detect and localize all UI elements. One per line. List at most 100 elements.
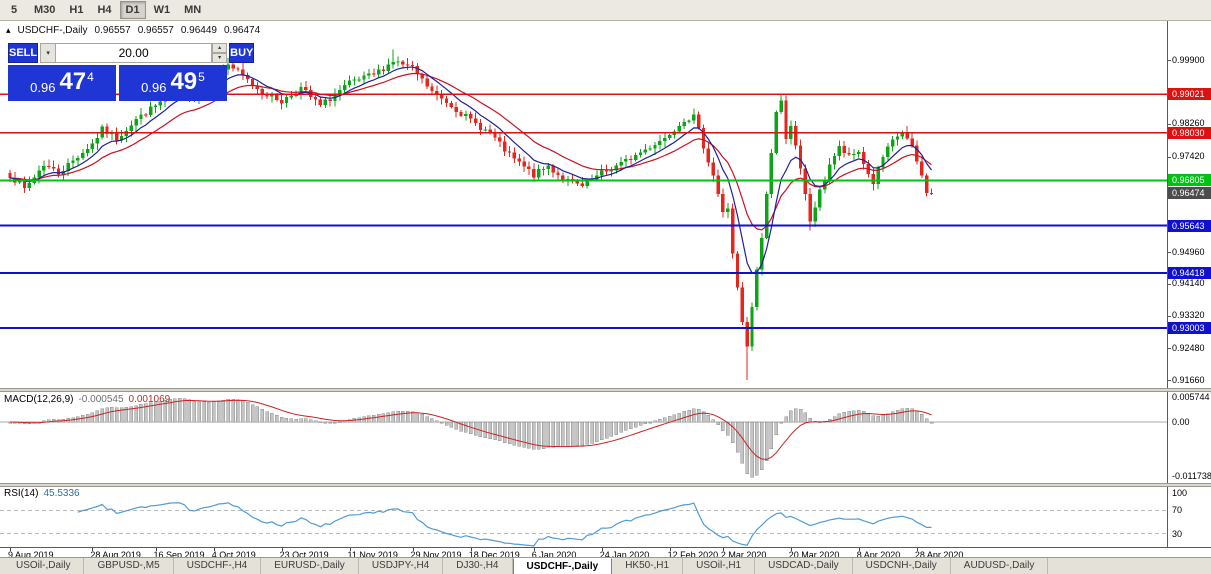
chart-tab-usoil-daily[interactable]: USOil-,Daily [3,558,85,574]
chart-ohlc-header: ▴ USDCHF-,Daily 0.96557 0.96557 0.96449 … [6,25,260,36]
macd-main-value: -0.000545 [78,394,124,405]
rsi-axis-label: 70 [1172,505,1183,516]
rsi-label: RSI(14) 45.5336 [4,488,80,499]
price-axis-tick [1168,123,1171,125]
timeframe-button-5[interactable]: 5 [2,1,26,19]
date-axis-tick [601,548,603,551]
chart-tab-hk50-h1[interactable]: HK50-,H1 [612,558,684,574]
rsi-value: 45.5336 [43,488,80,499]
chart-tab-usdchf-daily[interactable]: USDCHF-,Daily [512,558,613,574]
price-axis-label: 0.93320 [1172,310,1205,321]
date-axis-label: 9 Aug 2019 [8,550,54,560]
buy-price-pip: 5 [198,70,205,84]
time-axis[interactable]: 9 Aug 2019 28 Aug 2019 16 Sep 2019 4 Oct 20… [0,547,1211,560]
price-level-badge: 0.99021 [1168,88,1211,101]
timeframe-button-h1[interactable]: H1 [63,1,89,19]
timeframe-button-mn[interactable]: MN [178,1,207,19]
chart-tab-gbpusd-m5[interactable]: GBPUSD-,M5 [84,558,174,574]
dropdown-arrow-icon: ▾ [46,50,50,57]
buy-price-big: 49 [170,68,198,95]
price-axis-tick [1168,348,1171,350]
collapse-panel-icon[interactable]: ▴ [6,25,11,35]
ohlc-high: 0.96557 [137,25,174,36]
volume-input[interactable] [56,43,213,63]
timeframe-button-m30[interactable]: M30 [28,1,61,19]
buy-button[interactable]: BUY [229,43,255,63]
timeframe-button-d1[interactable]: D1 [119,1,146,19]
macd-signal-value: 0.001069 [128,394,171,405]
date-axis-label: 28 Apr 2020 [914,550,964,560]
volume-increase-button[interactable]: ▴ [212,43,228,53]
price-axis-tick [1168,60,1171,62]
price-axis-tick [1168,380,1171,382]
price-axis-label: 0.97420 [1172,151,1205,161]
panel-separator-rsi[interactable] [0,483,1211,487]
macd-name: MACD(12,26,9) [4,394,74,405]
chart-tab-eurusd-daily[interactable]: EURUSD-,Daily [261,558,359,574]
date-axis-tick [281,548,283,551]
sell-button[interactable]: SELL [8,43,39,63]
ohlc-low: 0.96449 [180,25,217,36]
chart-tab-usdcnh-daily[interactable]: USDCNH-,Daily [853,558,951,574]
rsi-name: RSI(14) [4,488,39,499]
sell-price-pip: 4 [87,70,94,84]
price-level-badge: 0.96805 [1168,174,1211,187]
price-axis-tick [1168,315,1171,317]
chart-tab-usdjpy-h4[interactable]: USDJPY-,H4 [359,558,444,574]
date-axis-tick [10,548,11,551]
chart-tab-dj30-h4[interactable]: DJ30-,H4 [443,558,513,574]
date-axis-label: 23 Oct 2019 [279,550,329,560]
timeframe-button-h4[interactable]: H4 [91,1,117,19]
volume-decrease-button[interactable]: ▾ [212,53,228,63]
buy-price-display[interactable]: 0.96 49 5 [119,65,227,101]
price-axis-label: 0.91660 [1172,374,1205,385]
price-level-badge: 0.93003 [1168,322,1211,334]
volume-dropdown-button[interactable]: ▾ [40,43,57,63]
chart-tab-usoil-h1[interactable]: USOil-,H1 [683,558,756,574]
sell-price-display[interactable]: 0.96 47 4 [8,65,116,101]
chart-area: 0.99900 0.98260 0.97420 0.94960 0.94140 0.933… [0,21,1211,560]
chart-tab-usdchf-h4[interactable]: USDCHF-,H4 [174,558,262,574]
date-axis-tick [533,548,535,551]
macd-label: MACD(12,26,9) -0.000545 0.001069 [4,394,170,405]
price-level-badge: 0.94418 [1168,267,1211,280]
price-axis-label: 0.94140 [1172,278,1205,289]
price-axis-tick [1168,283,1171,285]
chart-symbol-label: USDCHF-,Daily [17,25,88,36]
date-axis-tick [155,548,157,551]
date-axis-label: 8 Apr 2020 [856,550,901,560]
chart-tab-audusd-daily[interactable]: AUDUSD-,Daily [951,558,1049,574]
date-axis-label: 28 Aug 2019 [90,550,141,560]
sell-price-prefix: 0.96 [30,79,56,95]
date-axis-tick [916,548,918,551]
date-axis-label: 18 Dec 2019 [468,550,520,560]
price-level-badge: 0.95643 [1168,219,1211,232]
date-axis-label: 4 Oct 2019 [211,550,256,560]
date-axis-label: 16 Sep 2019 [153,550,205,560]
rsi-axis-label: 100 [1172,488,1188,498]
trade-controls-row: SELL ▾ ▴ ▾ BUY [8,43,255,63]
date-axis-label: 12 Feb 2020 [667,550,719,560]
price-axis-label: 0.99900 [1172,54,1205,65]
price-chart-canvas[interactable] [0,21,1167,547]
ohlc-close: 0.96474 [224,25,261,36]
price-axis[interactable]: 0.99900 0.98260 0.97420 0.94960 0.94140 0.933… [1167,21,1211,547]
date-axis-tick [858,548,860,551]
chart-tab-usdcad-daily[interactable]: USDCAD-,Daily [755,558,853,574]
ohlc-open: 0.96557 [94,25,131,36]
date-axis-tick [92,548,94,551]
timeframe-button-w1[interactable]: W1 [148,1,177,19]
macd-axis-label: -0.011738 [1172,471,1211,481]
rsi-axis-label: 30 [1172,528,1183,539]
date-axis-tick [470,548,472,551]
date-axis-tick [412,548,414,551]
buy-price-prefix: 0.96 [141,79,167,95]
price-axis-label: 0.94960 [1172,246,1205,257]
panel-separator-macd[interactable] [0,388,1211,392]
volume-spinner: ▴ ▾ [212,43,228,63]
price-axis-tick [1168,252,1171,253]
volume-control: ▾ ▴ ▾ [40,43,228,63]
date-axis-label: 29 Nov 2019 [410,550,462,560]
date-axis-tick [213,548,215,551]
